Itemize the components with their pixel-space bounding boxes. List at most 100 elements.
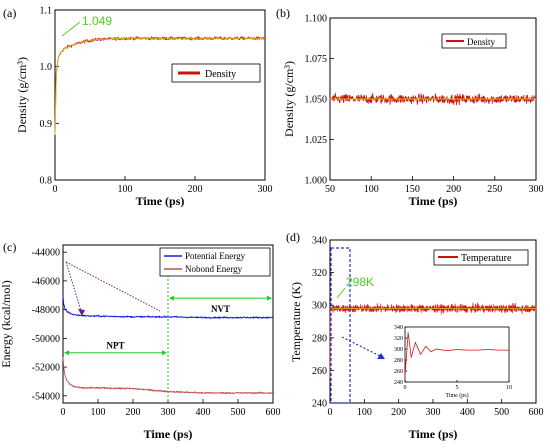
ticks-c: 0 100 200 300 400 500 600 -54000 -52000 -50000 -48… <box>32 248 281 418</box>
series-b <box>329 92 537 106</box>
x-tick-label: 200 <box>446 184 461 195</box>
x-tick-label: 0 <box>404 385 407 391</box>
panel-label-a: (a) <box>3 6 16 20</box>
panel-a: (a) 0 100 200 300 0.8 0.9 1.0 1.1 Time (ps) Den… <box>3 6 273 209</box>
legend-label-density-a: Density <box>205 69 236 80</box>
y-tick-label: 260 <box>394 369 403 375</box>
inset-temperature-line <box>404 332 509 377</box>
y-tick-label: 280 <box>394 358 403 364</box>
inset-ticks: 0 5 10 240 260 280 300 320 340 <box>394 325 512 391</box>
legend-d: Temperature <box>433 249 529 266</box>
x-tick-label: 200 <box>188 184 203 195</box>
x-tick-label: 400 <box>460 407 475 418</box>
y-tick-label: 1.025 <box>305 135 328 146</box>
y-tick-label: 240 <box>312 399 327 410</box>
x-tick-label: 100 <box>91 407 106 418</box>
y-tick-label: 0.8 <box>40 176 53 187</box>
x-tick-label: 500 <box>494 407 509 418</box>
legend-box-a <box>171 63 261 83</box>
legend-box-b <box>441 33 507 49</box>
x-tick-label: 10 <box>506 385 512 391</box>
panel-d: (d) 0 100 200 300 400 500 60024026028030032034… <box>286 230 544 441</box>
x-tick-label: 600 <box>529 407 544 418</box>
y-tick-label: 280 <box>312 333 327 344</box>
y-tick-label: 1.1 <box>40 6 53 17</box>
y-axis-label-a: Density (g/cm³) <box>15 57 29 133</box>
x-tick-label: 300 <box>258 184 273 195</box>
y-tick-label: 1.000 <box>305 176 328 187</box>
ticks-a: 0 100 200 300 0.8 0.9 1.0 1.1 <box>40 6 273 196</box>
inset-frame <box>404 326 510 383</box>
y-tick-label: -52000 <box>32 363 60 374</box>
npt-label: NPT <box>107 341 125 351</box>
x-axis-label-c: Time (ps) <box>144 427 193 441</box>
y-tick-label: -50000 <box>32 334 60 345</box>
y-axis-label-b: Density (g/cm³) <box>282 61 296 137</box>
x-tick-label: 0 <box>328 407 333 418</box>
temperature-line <box>329 302 537 379</box>
x-tick-label: 600 <box>266 407 281 418</box>
x-axis-label-d: Time (ps) <box>409 427 458 441</box>
annotation-arrow-d <box>336 287 346 299</box>
annotation-1049: 1.049 <box>82 14 112 28</box>
annotation-298k: 298K <box>346 275 374 289</box>
x-tick-label: 400 <box>196 407 211 418</box>
zoom-connector <box>341 336 383 358</box>
panel-label-b: (b) <box>276 6 290 20</box>
x-tick-label: 150 <box>405 184 420 195</box>
x-axis-label-a: Time (ps) <box>136 194 185 208</box>
y-tick-label: 340 <box>312 236 327 247</box>
y-tick-label: -44000 <box>32 248 60 259</box>
guide-arrow-potential <box>65 261 83 315</box>
y-tick-label: 300 <box>394 347 403 353</box>
legend-b: Density <box>441 33 507 49</box>
panel-b: (b) 50 100 150 200 250 300 1.000 1.025 1.050 1.07… <box>276 6 544 208</box>
y-axis-label-d: Temperature (K) <box>289 282 303 362</box>
legend-box-d <box>433 249 529 266</box>
x-tick-label: 200 <box>126 407 141 418</box>
x-tick-label: 100 <box>357 407 372 418</box>
legend-label-potential: Potential Energy <box>185 251 246 261</box>
density-fit-a <box>54 37 265 135</box>
x-tick-label: 50 <box>325 184 335 195</box>
x-tick-label: 300 <box>161 407 176 418</box>
x-tick-label: 100 <box>364 184 379 195</box>
inset-d: 0 5 10 240 260 280 300 320 340 Time (ps) <box>394 325 512 399</box>
annotation-arrow-a <box>61 21 81 37</box>
legend-a: Density <box>171 63 261 83</box>
series-a <box>54 36 266 135</box>
plot-frame-a <box>54 9 266 181</box>
y-tick-label: 260 <box>312 366 327 377</box>
y-tick-label: -54000 <box>32 391 60 402</box>
y-tick-label: 320 <box>312 268 327 279</box>
y-tick-label: 1.050 <box>305 95 328 106</box>
nvt-arrowhead-left <box>169 295 174 301</box>
y-tick-label: 1.100 <box>305 14 328 25</box>
y-tick-label: 240 <box>394 380 403 386</box>
ticks-b: 50 100 150 200 250 300 1.000 1.025 1.050 1.075 1.1… <box>305 14 544 196</box>
nvt-region: NVT <box>169 295 272 314</box>
series-d <box>329 302 537 379</box>
x-tick-label: 100 <box>118 184 133 195</box>
y-tick-label: 300 <box>312 301 327 312</box>
legend-label-density-b: Density <box>467 37 495 47</box>
y-tick-label: -48000 <box>32 305 60 316</box>
guide-line-potential <box>65 261 161 312</box>
x-tick-label: 200 <box>391 407 406 418</box>
legend-box-c <box>159 247 271 277</box>
panel-c: (c) 0 100 200 300 400 500 600 -54000 -52000 -5000… <box>0 240 281 441</box>
legend-label-nobond: Nobond Energy <box>185 264 243 274</box>
zoom-connector-head <box>377 353 385 359</box>
nvt-label: NVT <box>211 304 230 314</box>
panel-label-d: (d) <box>286 230 300 244</box>
y-tick-label: 1.0 <box>40 62 53 73</box>
density-line-a <box>54 36 266 135</box>
x-tick-label: 5 <box>456 385 459 391</box>
panel-label-c: (c) <box>3 240 16 254</box>
x-axis-label-b: Time (ps) <box>409 194 458 208</box>
nvt-arrowhead-right <box>267 295 272 301</box>
npt-arrowhead-left <box>64 350 69 356</box>
y-axis-label-c: Energy (kcal/mol) <box>0 280 13 367</box>
